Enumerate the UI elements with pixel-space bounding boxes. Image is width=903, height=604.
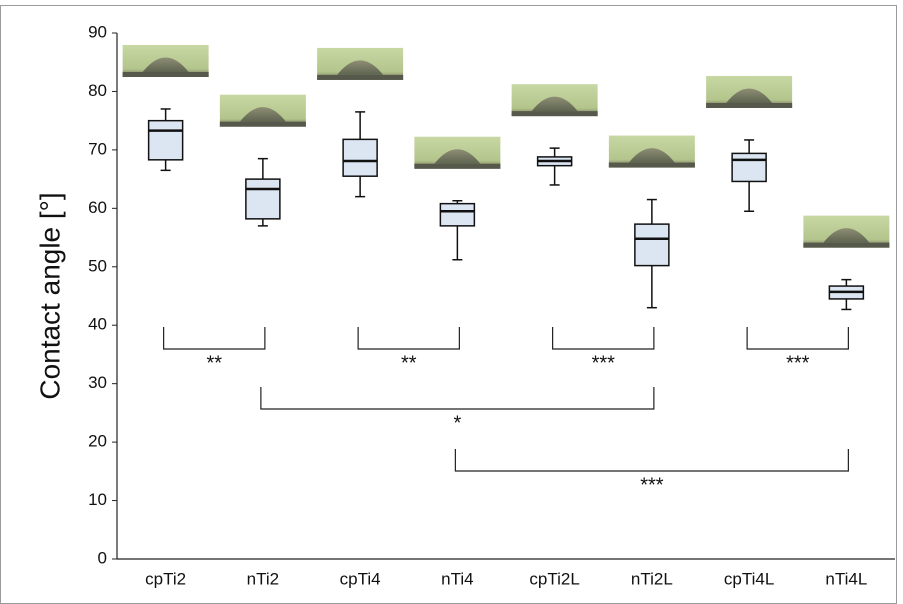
chart: Contact angle [°] 0 10 20 30 40 50 60 70 80 90 cpT… xyxy=(0,0,903,604)
droplet-base xyxy=(220,122,306,127)
box xyxy=(635,224,669,265)
x-tick-label: cpTi2 xyxy=(145,569,186,588)
x-tick-label: nTi2L xyxy=(631,569,673,588)
box xyxy=(732,153,766,181)
significance-bracket xyxy=(164,327,265,349)
significance-bracket xyxy=(261,387,654,409)
box xyxy=(343,139,377,176)
significance-label: ** xyxy=(206,352,222,374)
droplet-base xyxy=(123,72,209,77)
y-axis-label: Contact angle [°] xyxy=(34,192,65,399)
significance-bracket xyxy=(358,327,459,349)
significance-label: *** xyxy=(786,352,810,374)
y-tick-label: 0 xyxy=(98,548,107,567)
droplet-base xyxy=(414,164,500,169)
significance-label: *** xyxy=(640,474,664,496)
significance-bracket xyxy=(553,327,654,349)
y-tick-label: 90 xyxy=(88,22,107,41)
x-tick-label: nTi2 xyxy=(247,569,279,588)
y-tick-label: 60 xyxy=(88,198,107,217)
droplet-base xyxy=(512,111,598,116)
x-tick-label: nTi4L xyxy=(825,569,867,588)
x-tick-label: cpTi2L xyxy=(529,569,579,588)
droplet-base xyxy=(803,243,889,248)
droplet-base xyxy=(706,103,792,108)
significance-label: *** xyxy=(592,352,616,374)
significance-bracket xyxy=(455,449,848,471)
droplet-base xyxy=(609,163,695,168)
y-tick-label: 30 xyxy=(88,373,107,392)
significance-bracket xyxy=(747,327,848,349)
significance-label: * xyxy=(453,412,461,434)
y-tick-label: 50 xyxy=(88,256,107,275)
y-tick-label: 40 xyxy=(88,315,107,334)
significance-label: ** xyxy=(401,352,417,374)
box xyxy=(246,179,280,219)
y-tick-label: 10 xyxy=(88,490,107,509)
box xyxy=(440,204,474,226)
droplet-base xyxy=(317,75,403,80)
y-tick-label: 70 xyxy=(88,139,107,158)
y-tick-label: 80 xyxy=(88,81,107,100)
x-tick-label: nTi4 xyxy=(441,569,473,588)
y-tick-label: 20 xyxy=(88,432,107,451)
x-tick-label: cpTi4L xyxy=(724,569,774,588)
box xyxy=(149,121,183,160)
x-tick-label: cpTi4 xyxy=(340,569,381,588)
